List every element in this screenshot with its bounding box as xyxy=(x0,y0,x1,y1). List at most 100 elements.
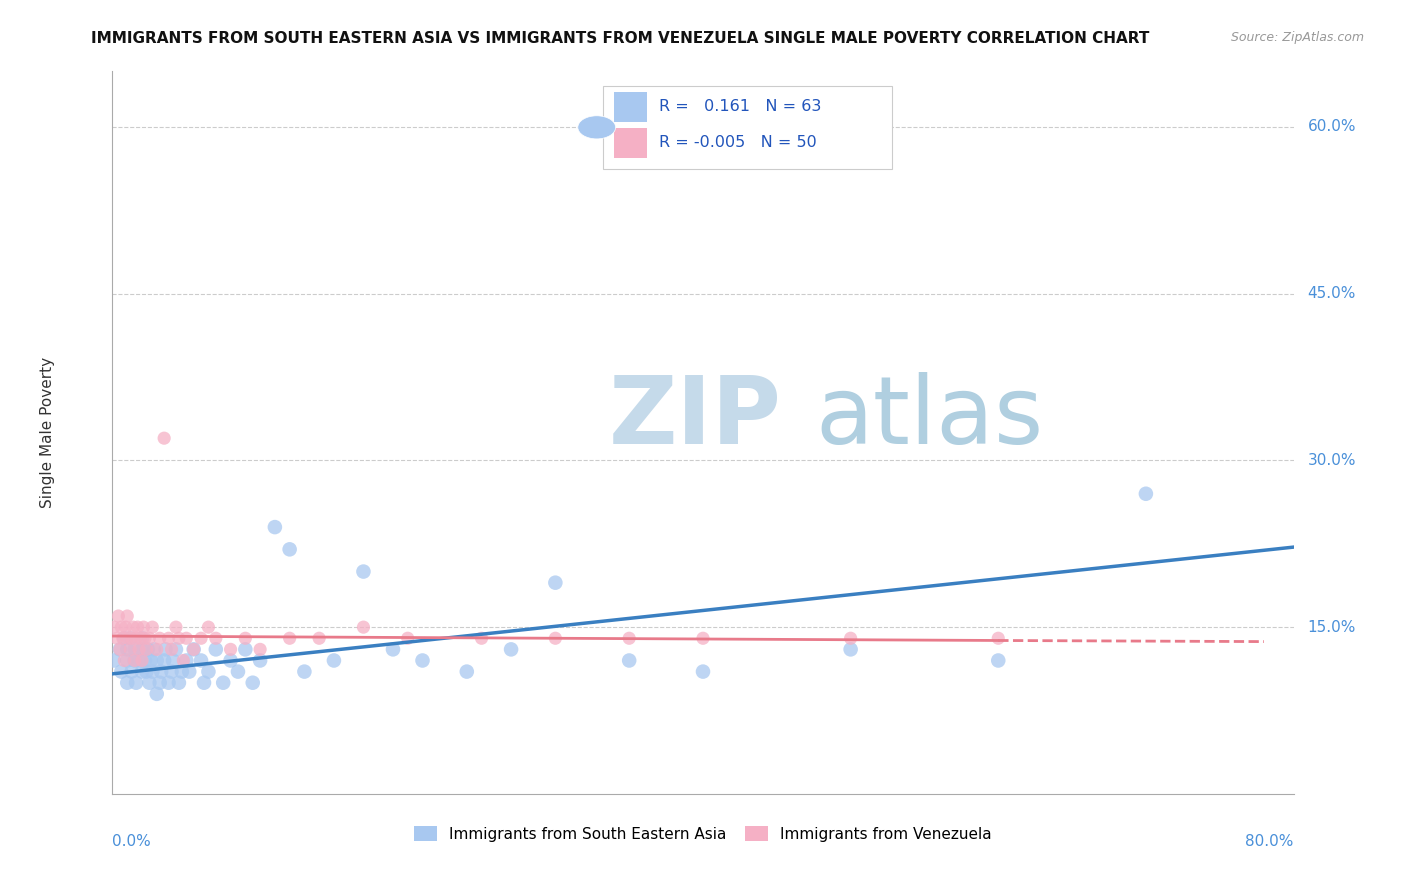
Text: 15.0%: 15.0% xyxy=(1308,620,1355,634)
Point xyxy=(117,609,138,624)
Point xyxy=(149,632,172,646)
Point xyxy=(117,653,138,667)
Point xyxy=(124,642,146,657)
Point xyxy=(110,665,132,679)
Point xyxy=(197,665,219,679)
Point xyxy=(197,620,219,634)
Point xyxy=(205,632,228,646)
Point xyxy=(108,642,131,657)
Point xyxy=(138,632,160,646)
Point xyxy=(352,620,374,634)
Point xyxy=(619,632,641,646)
Point xyxy=(146,687,169,701)
Point xyxy=(127,620,149,634)
Point xyxy=(125,632,148,646)
Text: R = -0.005   N = 50: R = -0.005 N = 50 xyxy=(659,135,817,150)
Point xyxy=(122,620,145,634)
Point xyxy=(146,642,169,657)
Point xyxy=(249,653,271,667)
Point xyxy=(987,653,1010,667)
Point xyxy=(134,653,156,667)
Text: 30.0%: 30.0% xyxy=(1308,453,1357,468)
Point xyxy=(120,632,142,646)
Point xyxy=(135,665,157,679)
Point xyxy=(128,642,150,657)
Point xyxy=(165,620,187,634)
Point xyxy=(1135,487,1157,501)
Point xyxy=(219,653,242,667)
Point xyxy=(128,653,150,667)
Point xyxy=(233,642,256,657)
Text: Source: ZipAtlas.com: Source: ZipAtlas.com xyxy=(1230,31,1364,45)
Text: 60.0%: 60.0% xyxy=(1308,120,1357,135)
Point xyxy=(456,665,478,679)
Point xyxy=(226,665,249,679)
Point xyxy=(501,642,523,657)
Point xyxy=(162,653,184,667)
Point xyxy=(308,632,330,646)
Point xyxy=(179,665,201,679)
Point xyxy=(153,431,176,445)
Point xyxy=(138,675,160,690)
Point xyxy=(292,665,315,679)
Point xyxy=(544,575,567,590)
Point xyxy=(110,620,132,634)
Text: 45.0%: 45.0% xyxy=(1308,286,1355,301)
Point xyxy=(129,632,152,646)
Legend: Immigrants from South Eastern Asia, Immigrants from Venezuela: Immigrants from South Eastern Asia, Immi… xyxy=(408,820,998,847)
Point xyxy=(160,665,183,679)
Point xyxy=(323,653,346,667)
Point xyxy=(112,653,135,667)
Point xyxy=(212,675,235,690)
Point xyxy=(111,632,134,646)
Point xyxy=(124,653,146,667)
Text: 80.0%: 80.0% xyxy=(1246,834,1294,848)
Point xyxy=(149,675,172,690)
Text: R =   0.161   N = 63: R = 0.161 N = 63 xyxy=(659,98,821,113)
Point xyxy=(174,653,197,667)
Point xyxy=(167,675,190,690)
Bar xyxy=(614,128,648,158)
Point xyxy=(174,632,197,646)
Point xyxy=(160,642,183,657)
Point xyxy=(205,642,228,657)
Point xyxy=(112,632,135,646)
Point xyxy=(142,642,165,657)
Text: 0.0%: 0.0% xyxy=(112,834,152,848)
Point xyxy=(183,642,205,657)
Point xyxy=(150,665,173,679)
Point xyxy=(278,632,301,646)
Point xyxy=(131,632,153,646)
Circle shape xyxy=(578,116,616,139)
Point xyxy=(155,642,177,657)
Point xyxy=(103,620,125,634)
Point xyxy=(114,620,136,634)
Point xyxy=(839,642,862,657)
Point xyxy=(121,665,143,679)
Point xyxy=(183,642,205,657)
Point xyxy=(135,642,157,657)
Point xyxy=(396,632,419,646)
Point xyxy=(139,653,162,667)
Point xyxy=(278,542,301,557)
Point xyxy=(692,665,714,679)
Point xyxy=(382,642,405,657)
Point xyxy=(141,665,163,679)
Point xyxy=(264,520,287,534)
Text: Single Male Poverty: Single Male Poverty xyxy=(39,357,55,508)
Point xyxy=(544,632,567,646)
Point xyxy=(132,620,155,634)
Point xyxy=(141,620,163,634)
Bar xyxy=(614,92,648,122)
Point xyxy=(105,632,128,646)
Point xyxy=(131,653,153,667)
Point xyxy=(172,653,194,667)
Text: ZIP: ZIP xyxy=(609,372,782,464)
Point xyxy=(411,653,433,667)
Point xyxy=(125,675,148,690)
Point xyxy=(619,653,641,667)
Point xyxy=(165,642,187,657)
Point xyxy=(352,565,374,579)
Point xyxy=(117,632,138,646)
Point xyxy=(167,632,190,646)
